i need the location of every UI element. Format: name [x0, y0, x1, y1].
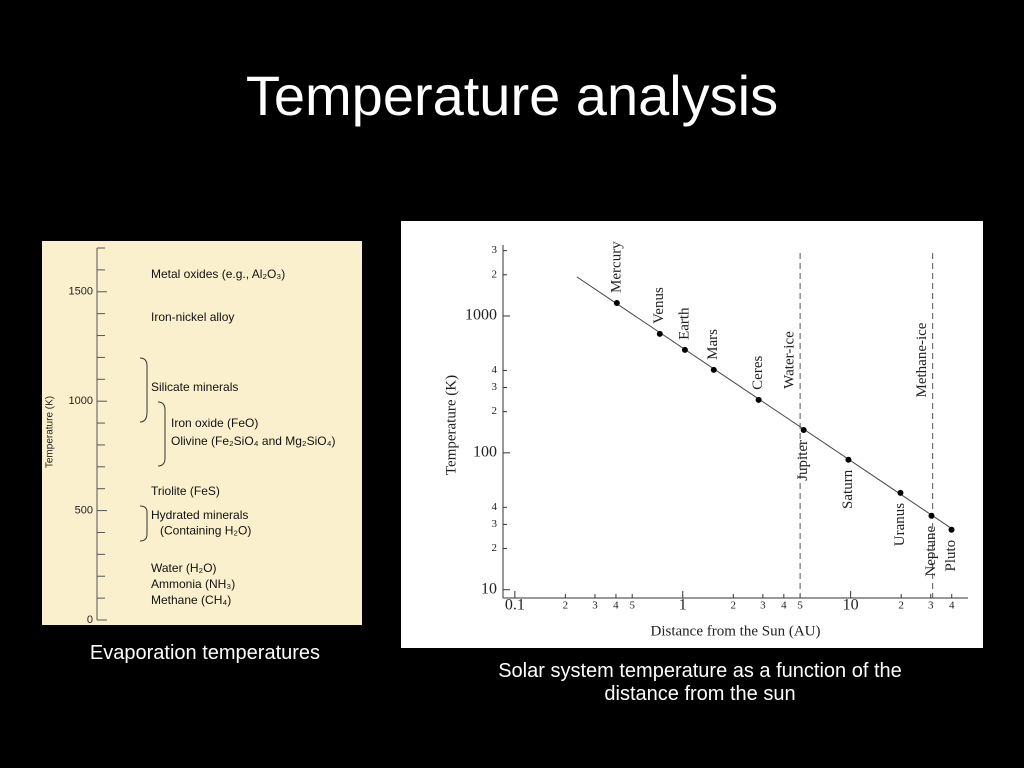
planet-point: [948, 526, 955, 533]
planet-label: Neptune: [923, 525, 939, 576]
material-label: (Containing H₂O): [160, 523, 251, 537]
x-tick-label: 3: [928, 600, 934, 612]
planet-label: Uranus: [892, 503, 908, 546]
material-label: Hydrated minerals: [151, 508, 248, 522]
y-tick-label: 500: [75, 504, 93, 516]
left-panel: [42, 241, 362, 625]
planet-point: [681, 346, 688, 353]
planet-point: [928, 512, 935, 519]
y-tick-label: 2: [492, 405, 498, 417]
x-tick-label: 1: [679, 597, 687, 614]
y-tick-label: 4: [492, 501, 498, 513]
planet-label: Jupiter: [795, 440, 811, 481]
material-label: Iron oxide (FeO): [171, 416, 258, 430]
x-tick-label: 4: [949, 600, 955, 612]
y-tick-label: 10: [481, 580, 497, 597]
x-tick-label: 4: [613, 600, 619, 612]
y-tick-label: 4: [492, 364, 498, 376]
bracket: [139, 357, 148, 423]
x-tick-label: 3: [760, 600, 766, 612]
planet-label: Mercury: [608, 241, 624, 293]
x-tick-label: 5: [629, 600, 635, 612]
planet-label: Ceres: [750, 356, 766, 390]
ice-label: Water-ice: [782, 331, 798, 389]
right-caption: Solar system temperature as a function o…: [498, 660, 902, 705]
bracket: [157, 401, 166, 467]
y-tick-label: 3: [492, 381, 498, 393]
x-axis-label: Distance from the Sun (AU): [651, 623, 821, 639]
bracket: [139, 505, 148, 542]
x-tick-label: 2: [563, 600, 569, 612]
material-label: Methane (CH₄): [151, 593, 231, 607]
right-panel: [401, 221, 983, 648]
y-tick-label: 1500: [69, 286, 93, 298]
y-tick-label: 3: [492, 518, 498, 530]
planet-label: Saturn: [840, 469, 856, 509]
y-tick-label: 0: [87, 614, 93, 626]
y-axis-label: Temperature (K): [443, 375, 459, 475]
ice-label: Methane-ice: [914, 322, 930, 397]
planet-point: [656, 330, 663, 337]
slide-title: Temperature analysis: [246, 64, 778, 127]
planet-point: [897, 489, 904, 496]
trend-line: [576, 276, 954, 531]
y-tick-label: 2: [492, 542, 498, 554]
planet-label: Pluto: [943, 540, 959, 572]
y-axis-label: Temperature (K): [45, 396, 56, 468]
x-tick-label: 2: [898, 600, 904, 612]
x-tick-label: 5: [797, 600, 803, 612]
y-tick-label: 100: [473, 444, 497, 461]
material-label: Metal oxides (e.g., Al₂O₃): [151, 267, 285, 281]
material-label: Iron-nickel alloy: [151, 310, 234, 324]
planet-point: [613, 299, 620, 306]
material-label: Ammonia (NH₃): [151, 577, 235, 591]
planet-point: [755, 396, 762, 403]
planet-label: Earth: [676, 307, 692, 340]
material-label: Silicate minerals: [151, 380, 238, 394]
planet-label: Mars: [705, 329, 721, 360]
y-tick-label: 2: [492, 268, 498, 280]
material-label: Olivine (Fe₂SiO₄ and Mg₂SiO₄): [171, 434, 336, 448]
planet-label: Venus: [651, 287, 667, 324]
planet-point: [800, 426, 807, 433]
x-tick-label: 3: [592, 600, 598, 612]
y-tick-label: 1000: [465, 307, 497, 324]
y-tick-label: 1000: [69, 395, 93, 407]
x-tick-label: 10: [843, 597, 859, 614]
x-tick-label: 4: [781, 600, 787, 612]
planet-point: [710, 366, 717, 373]
material-label: Water (H₂O): [151, 561, 217, 575]
planet-point: [845, 456, 852, 463]
y-tick-label: 3: [492, 244, 498, 256]
material-label: Triolite (FeS): [151, 484, 220, 498]
x-tick-label: 0.1: [505, 597, 525, 614]
left-caption: Evaporation temperatures: [89, 642, 321, 664]
x-tick-label: 2: [731, 600, 737, 612]
